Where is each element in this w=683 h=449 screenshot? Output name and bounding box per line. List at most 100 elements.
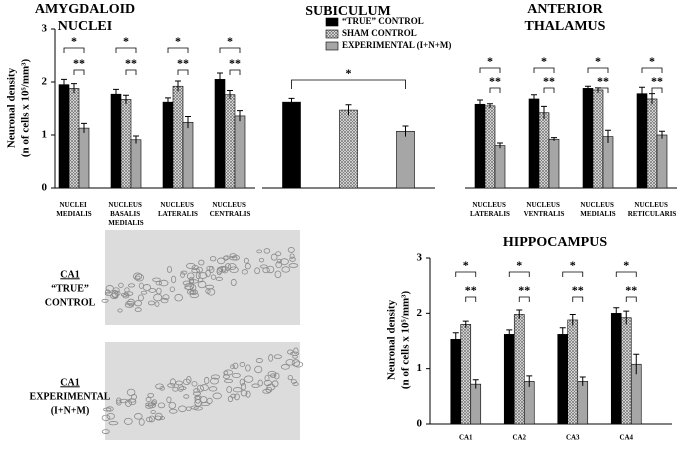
x-tick-label: NUCLEUS CENTRALIS <box>210 201 251 218</box>
cell <box>155 280 163 286</box>
cell <box>281 266 291 273</box>
error-bar <box>639 86 645 101</box>
cell <box>293 361 304 368</box>
cell <box>274 270 282 279</box>
cell <box>255 358 263 364</box>
cell <box>273 354 282 359</box>
cell <box>244 263 251 270</box>
error-bar <box>541 105 547 120</box>
cell <box>157 402 166 409</box>
cell <box>240 389 248 397</box>
error-bar <box>61 78 67 90</box>
x-tick-label: CA2 <box>512 434 526 442</box>
x-tick-label: CA1 <box>459 434 473 442</box>
cell <box>166 396 172 403</box>
significance-label: * <box>570 258 576 272</box>
cell <box>106 412 115 420</box>
error-bar <box>506 329 513 339</box>
legend-swatch <box>325 17 339 27</box>
cell <box>150 410 156 414</box>
cell <box>232 362 239 369</box>
error-bar <box>185 115 191 129</box>
cell <box>154 415 162 421</box>
cell <box>285 359 295 366</box>
cell <box>230 364 236 369</box>
bar <box>636 93 648 189</box>
cell <box>134 273 145 282</box>
bar <box>523 381 535 425</box>
bar <box>646 98 658 189</box>
cell <box>292 382 299 387</box>
y-axis-label: Neuronal density <box>6 67 18 148</box>
significance-label: * <box>463 258 469 272</box>
cell <box>209 256 217 262</box>
bar <box>548 138 560 189</box>
bar <box>567 319 579 425</box>
cell <box>101 414 111 422</box>
bar <box>484 105 496 189</box>
significance-bracket <box>465 296 477 302</box>
error-bar <box>227 89 233 99</box>
cell <box>134 300 142 307</box>
y-tick-label: 2 <box>42 76 48 88</box>
cell <box>134 307 142 313</box>
chart-title: THALAMUS <box>525 19 606 34</box>
error-bar <box>462 320 469 328</box>
error-bar <box>516 309 523 319</box>
cell <box>270 253 278 261</box>
cell <box>112 287 120 294</box>
cell <box>227 263 237 271</box>
cell <box>160 297 169 304</box>
cell <box>127 283 136 288</box>
significance-label: ** <box>651 74 663 88</box>
error-bar <box>81 122 87 133</box>
chart-title: NUCLEI <box>58 19 112 34</box>
significance-label: * <box>541 54 547 68</box>
micrograph-caption: EXPERIMENTAL <box>30 391 111 402</box>
cell <box>280 258 289 265</box>
cell <box>180 272 185 278</box>
cell <box>266 383 276 391</box>
cell <box>184 285 193 290</box>
cell <box>196 384 204 393</box>
cell <box>262 389 271 394</box>
cell <box>232 372 241 379</box>
cell <box>170 275 177 284</box>
significance-label: ** <box>73 56 85 70</box>
error-bar <box>605 129 611 143</box>
cell <box>140 290 148 295</box>
significance-bracket <box>455 271 477 277</box>
bar <box>460 324 472 425</box>
bar <box>513 314 525 425</box>
cell <box>135 275 141 280</box>
error-bar <box>659 130 665 139</box>
cell <box>204 376 210 385</box>
cell <box>189 290 197 295</box>
cell <box>146 416 153 423</box>
significance-bracket <box>597 87 609 93</box>
significance-label: * <box>487 54 493 68</box>
cell <box>168 401 177 410</box>
significance-bracket <box>533 67 555 73</box>
cell <box>145 396 152 403</box>
bar <box>234 115 246 189</box>
cell <box>287 247 295 253</box>
cell <box>167 383 176 388</box>
cell <box>180 270 188 275</box>
cell <box>266 265 275 274</box>
error-bar <box>237 110 243 122</box>
cell <box>241 269 248 275</box>
error-bar <box>113 88 119 99</box>
bar <box>656 134 668 189</box>
y-tick-label: 1 <box>42 129 48 141</box>
cell <box>169 378 176 386</box>
error-bar <box>487 103 493 108</box>
significance-bracket <box>115 47 137 53</box>
bar <box>557 334 569 425</box>
cell <box>154 301 160 307</box>
cell <box>243 257 249 264</box>
cell <box>292 354 298 359</box>
bar <box>503 334 515 425</box>
significance-label: ** <box>518 283 530 297</box>
significance-label: * <box>623 258 629 272</box>
